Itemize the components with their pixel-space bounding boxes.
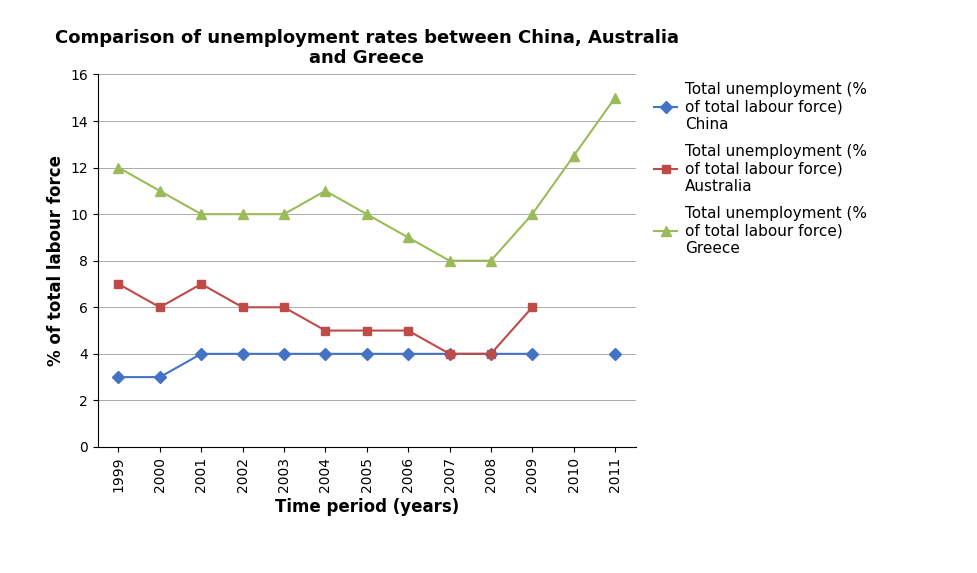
Total unemployment (%
of total labour force)
Australia [112,281,124,288]
Total unemployment (%
of total labour force)
China [277,350,289,358]
Total unemployment (%
of total labour force)
Greece [568,152,579,159]
Total unemployment (%
of total labour force)
Australia [402,327,413,334]
Total unemployment (%
of total labour force)
China [319,350,331,358]
Total unemployment (%
of total labour force)
China [236,350,248,358]
Total unemployment (%
of total labour force)
Greece [485,257,496,264]
Total unemployment (%
of total labour force)
Greece [361,211,372,218]
Total unemployment (%
of total labour force)
China [112,374,124,380]
Total unemployment (%
of total labour force)
Australia [361,327,372,334]
Total unemployment (%
of total labour force)
Australia [277,304,289,311]
Title: Comparison of unemployment rates between China, Australia
and Greece: Comparison of unemployment rates between… [55,29,678,68]
Line: Total unemployment (%
of total labour force)
Greece: Total unemployment (% of total labour fo… [113,93,619,265]
Total unemployment (%
of total labour force)
Australia [236,304,248,311]
X-axis label: Time period (years): Time period (years) [275,498,458,516]
Total unemployment (%
of total labour force)
China [153,374,165,380]
Total unemployment (%
of total labour force)
China [444,350,455,358]
Total unemployment (%
of total labour force)
Greece [112,164,124,171]
Total unemployment (%
of total labour force)
China [195,350,207,358]
Total unemployment (%
of total labour force)
Greece [444,257,455,264]
Total unemployment (%
of total labour force)
Greece [153,187,165,194]
Total unemployment (%
of total labour force)
China [402,350,413,358]
Total unemployment (%
of total labour force)
Greece [402,234,413,241]
Total unemployment (%
of total labour force)
China [361,350,372,358]
Legend: Total unemployment (%
of total labour force)
China, Total unemployment (%
of tot: Total unemployment (% of total labour fo… [654,82,866,256]
Total unemployment (%
of total labour force)
Greece [277,211,289,218]
Total unemployment (%
of total labour force)
China [485,350,496,358]
Total unemployment (%
of total labour force)
Australia [153,304,165,311]
Total unemployment (%
of total labour force)
China [526,350,537,358]
Line: Total unemployment (%
of total labour force)
Australia: Total unemployment (% of total labour fo… [114,280,535,358]
Total unemployment (%
of total labour force)
Greece [195,211,207,218]
Y-axis label: % of total labour force: % of total labour force [47,155,64,366]
Total unemployment (%
of total labour force)
Greece [236,211,248,218]
Line: Total unemployment (%
of total labour force)
China: Total unemployment (% of total labour fo… [114,350,535,381]
Total unemployment (%
of total labour force)
Australia [195,281,207,288]
Total unemployment (%
of total labour force)
Australia [526,304,537,311]
Total unemployment (%
of total labour force)
Greece [526,211,537,218]
Total unemployment (%
of total labour force)
Greece [319,187,331,194]
Total unemployment (%
of total labour force)
Australia [319,327,331,334]
Total unemployment (%
of total labour force)
Greece [609,95,620,101]
Total unemployment (%
of total labour force)
Australia [444,350,455,358]
Total unemployment (%
of total labour force)
Australia [485,350,496,358]
